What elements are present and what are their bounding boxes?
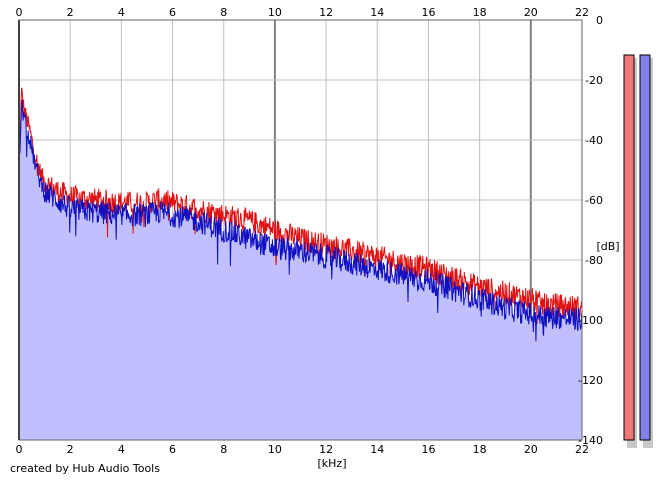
y-axis-label: [dB] [596,240,619,253]
x-tick-top-6: 6 [169,6,176,19]
x-tick-bottom-10: 10 [268,443,282,456]
x-tick-bottom-4: 4 [118,443,125,456]
spectrum-fill-area [19,99,582,441]
credit-text: created by Hub Audio Tools [10,462,160,475]
x-tick-bottom-20: 20 [524,443,538,456]
x-tick-bottom-8: 8 [220,443,227,456]
x-tick-bottom-6: 6 [169,443,176,456]
x-tick-bottom-2: 2 [67,443,74,456]
x-tick-top-10: 10 [268,6,282,19]
x-tick-top-4: 4 [118,6,125,19]
y-tick--100: -100 [578,314,603,327]
x-tick-top-0: 0 [16,6,23,19]
x-tick-top-12: 12 [319,6,333,19]
y-tick-labels: 0 -20 -40 -60 -80 -100 -120 -140 [578,14,603,447]
y-tick--120: -120 [578,374,603,387]
series-lines [18,87,583,342]
x-tick-bottom-18: 18 [473,443,487,456]
level-meter-left [623,54,635,441]
level-meter-right [639,54,651,441]
x-axis-label: [kHz] [318,457,347,470]
series-line-2 [18,99,583,342]
level-meters [623,54,653,448]
y-tick--140: -140 [578,434,603,447]
chart-frame [18,19,583,441]
y-tick-0: 0 [596,14,603,27]
x-tick-bottom-0: 0 [16,443,23,456]
x-tick-top-14: 14 [370,6,384,19]
x-tick-top-18: 18 [473,6,487,19]
x-tick-bottom-16: 16 [421,443,435,456]
y-tick--80: -80 [585,254,603,267]
x-tick-top-20: 20 [524,6,538,19]
x-tick-bottom-12: 12 [319,443,333,456]
y-tick--40: -40 [585,134,603,147]
x-tick-bottom-22: 22 [575,443,589,456]
x-tick-top-16: 16 [421,6,435,19]
x-tick-top-2: 2 [67,6,74,19]
y-tick--20: -20 [585,74,603,87]
x-tick-top-8: 8 [220,6,227,19]
x-tick-top-22: 22 [575,6,589,19]
y-tick--60: -60 [585,194,603,207]
x-tick-bottom-14: 14 [370,443,384,456]
